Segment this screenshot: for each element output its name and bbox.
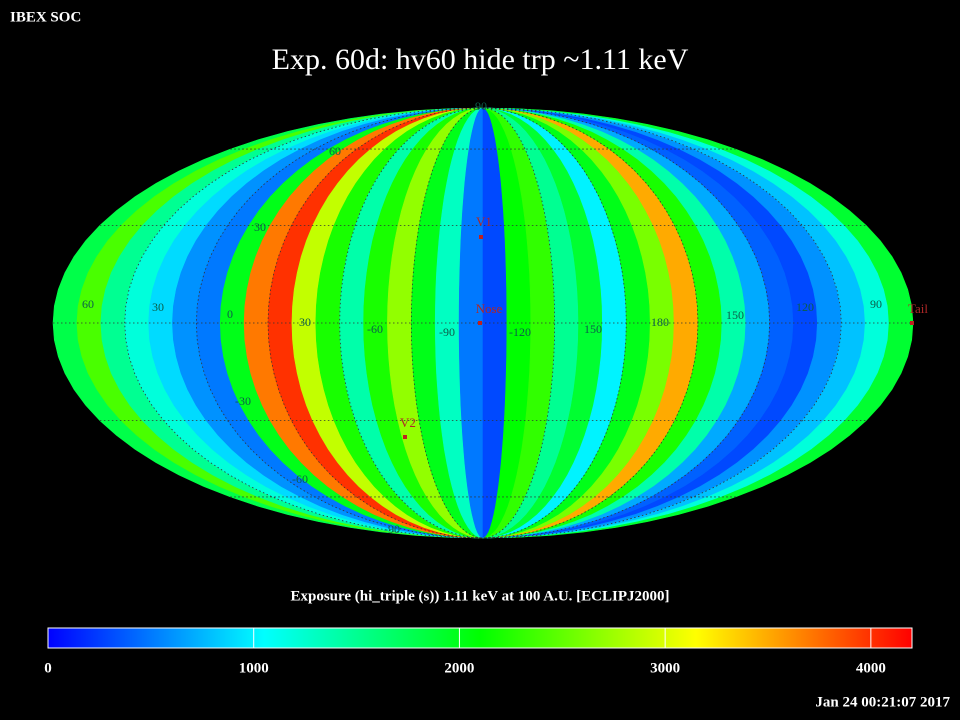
grid-label: -120	[509, 325, 531, 339]
colorbar-tick-label: 0	[44, 660, 52, 676]
map	[52, 107, 914, 539]
meridian	[482, 107, 556, 539]
grid-label: 60	[329, 144, 341, 158]
colorbar-tick-label: 4000	[856, 660, 886, 676]
grid-label: 0	[227, 307, 233, 321]
marker-label: V1	[476, 214, 492, 229]
marker-label: Nose	[476, 301, 503, 316]
grid-label: 30	[299, 315, 311, 329]
colorbar-tick-label: 2000	[444, 660, 474, 676]
colorbar	[47, 627, 913, 649]
colorbar-tick-label: 1000	[239, 660, 269, 676]
colorbar-label: Exposure (hi_triple (s)) 1.11 keV at 100…	[290, 588, 669, 604]
graticule	[53, 107, 913, 539]
grid-label: -90	[384, 522, 400, 536]
marker	[478, 321, 482, 325]
colorbar-tick-label: 3000	[650, 660, 680, 676]
marker	[910, 321, 914, 325]
map-title: Exp. 60d: hv60 hide trp ~1.11 keV	[272, 43, 689, 76]
grid-label: 90	[475, 99, 487, 113]
marker-label: Tail	[908, 301, 928, 316]
colorbar-ticks: 0 1000 2000 3000 4000	[44, 628, 886, 676]
grid-label: 180	[651, 315, 669, 329]
meridian	[482, 107, 771, 539]
meridian	[267, 107, 484, 539]
marker	[403, 435, 407, 439]
grid-label: 30	[254, 220, 266, 234]
timestamp: Jan 24 00:21:07 2017	[815, 694, 950, 710]
grid-label: 30	[152, 300, 164, 314]
meridian	[482, 107, 699, 539]
grid-label: -60	[292, 472, 308, 486]
grid-label: 60	[82, 297, 94, 311]
map-labels: 60 30 0 30 -60 -90 -120 150 180 150 120 90 90 60 30 -30…	[82, 99, 928, 536]
meridian	[124, 107, 484, 539]
marker	[479, 235, 483, 239]
grid-label: -90	[439, 325, 455, 339]
grid-label: 150	[584, 322, 602, 336]
meridian	[410, 107, 484, 539]
marker-label: V2	[400, 415, 416, 430]
grid-label: 90	[870, 297, 882, 311]
grid-label: 150	[726, 308, 744, 322]
meridian	[339, 107, 484, 539]
grid-label: 120	[796, 300, 814, 314]
meridian	[195, 107, 484, 539]
grid-label: -30	[235, 394, 251, 408]
org-label: IBEX SOC	[10, 9, 81, 25]
grid-label: -60	[367, 322, 383, 336]
